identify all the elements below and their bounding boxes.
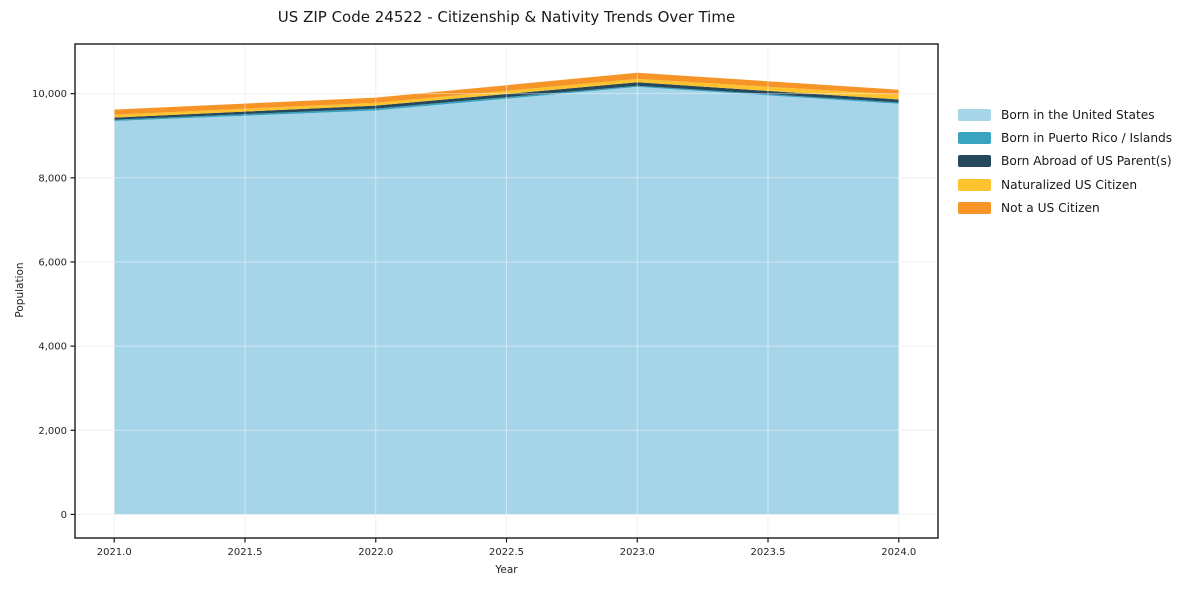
y-tick-label: 0 bbox=[61, 510, 67, 521]
x-axis-label: Year bbox=[495, 564, 518, 576]
x-tick-labels: 2021.0 2021.5 2022.0 2022.5 2023.0 2023.5 2024… bbox=[97, 538, 916, 558]
area-1 bbox=[114, 85, 899, 121]
x-tick-label: 2024.0 bbox=[881, 547, 916, 558]
x-tick-label: 2021.5 bbox=[227, 547, 262, 558]
legend-color-swatch bbox=[958, 155, 991, 168]
grid-overlay bbox=[75, 44, 938, 538]
x-tick-label: 2022.5 bbox=[489, 547, 524, 558]
y-tick-label: 2,000 bbox=[38, 426, 67, 437]
area-series bbox=[114, 72, 899, 515]
legend-color-swatch bbox=[958, 132, 991, 145]
legend-color-swatch bbox=[958, 202, 991, 215]
legend-label: Born Abroad of US Parent(s) bbox=[1001, 154, 1172, 169]
legend-color-swatch bbox=[958, 108, 991, 121]
area-4 bbox=[114, 72, 899, 115]
y-tick-label: 4,000 bbox=[38, 342, 67, 353]
legend-item-2: Born Abroad of US Parent(s) bbox=[958, 150, 1172, 173]
x-tick-label: 2022.0 bbox=[358, 547, 393, 558]
x-tick-label: 2023.5 bbox=[751, 547, 786, 558]
legend-label: Not a US Citizen bbox=[1001, 201, 1100, 216]
area-2 bbox=[114, 82, 899, 120]
legend-label: Born in the United States bbox=[1001, 107, 1155, 122]
chart-title: US ZIP Code 24522 - Citizenship & Nativi… bbox=[277, 8, 736, 26]
legend-item-0: Born in the United States bbox=[958, 103, 1172, 126]
area-3 bbox=[114, 78, 899, 118]
legend-label: Naturalized US Citizen bbox=[1001, 177, 1138, 192]
x-tick-label: 2023.0 bbox=[620, 547, 655, 558]
y-tick-label: 6,000 bbox=[38, 257, 67, 268]
legend-label: Born in Puerto Rico / Islands bbox=[1001, 131, 1173, 146]
legend-item-3: Naturalized US Citizen bbox=[958, 173, 1172, 196]
x-tick-label: 2021.0 bbox=[97, 547, 132, 558]
legend-item-1: Born in Puerto Rico / Islands bbox=[958, 126, 1172, 149]
legend-item-4: Not a US Citizen bbox=[958, 197, 1172, 220]
y-tick-label: 8,000 bbox=[38, 173, 67, 184]
legend: Born in the United States Born in Puerto … bbox=[958, 103, 1172, 220]
y-axis-label: Population bbox=[14, 262, 26, 318]
y-tick-labels: 0 2,000 4,000 6,000 8,000 10,000 bbox=[32, 89, 75, 521]
area-0 bbox=[114, 86, 899, 515]
y-tick-label: 10,000 bbox=[32, 89, 67, 100]
legend-color-swatch bbox=[958, 178, 991, 191]
